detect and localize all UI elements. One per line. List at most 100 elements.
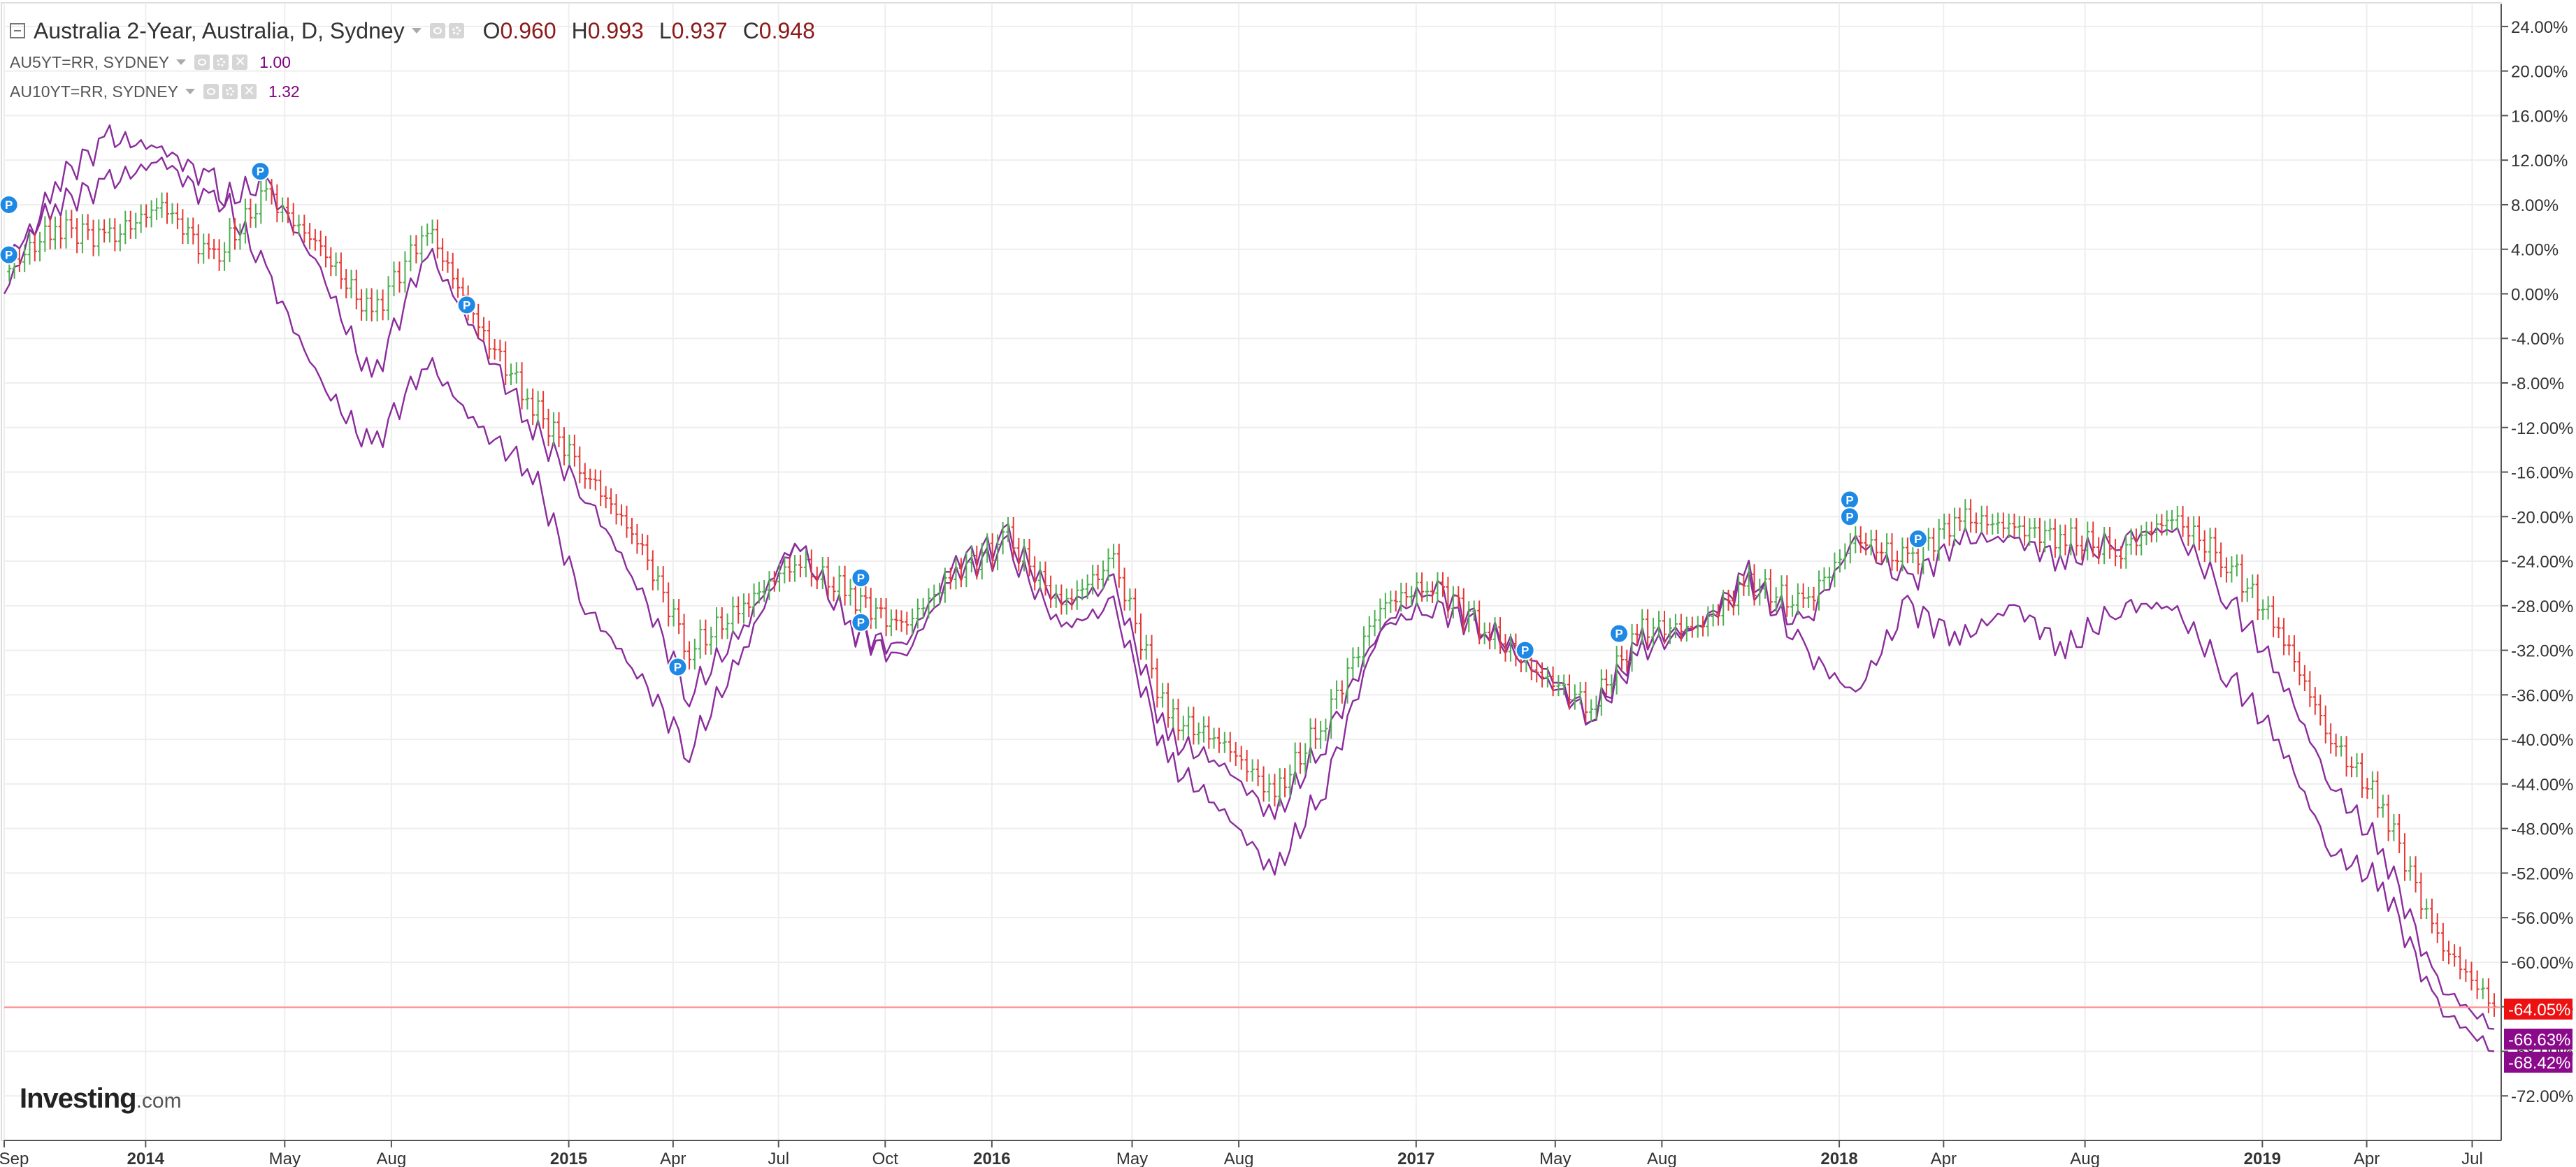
overlay-label[interactable]: AU5YT=RR, SYDNEY: [10, 52, 170, 71]
x-tick-label: 2015: [550, 1150, 587, 1167]
x-tick-label: Jul: [768, 1150, 789, 1167]
last-value-label: -64.05%: [2508, 1001, 2570, 1020]
event-marker-icon[interactable]: [1609, 623, 1629, 644]
event-marker-icon[interactable]: [1515, 640, 1535, 660]
x-tick-label: May: [269, 1150, 301, 1167]
x-tick-label: 2017: [1397, 1150, 1434, 1167]
investing-logo: Investing .com: [20, 1083, 182, 1115]
x-tick-label: 2018: [1820, 1150, 1857, 1167]
event-marker-icon[interactable]: [851, 612, 871, 632]
close-label: C: [742, 17, 759, 43]
eye-icon[interactable]: [429, 23, 445, 38]
gear-icon[interactable]: [448, 23, 464, 38]
y-tick-label: 0.00%: [2511, 285, 2559, 304]
x-tick-label: Apr: [1931, 1150, 1957, 1167]
close-icon[interactable]: [240, 80, 257, 101]
event-marker-label: P: [1845, 493, 1853, 507]
x-tick-label: Aug: [1224, 1150, 1254, 1167]
event-marker-label: P: [5, 249, 13, 262]
series-line: [3, 124, 2495, 1052]
chevron-down-icon[interactable]: [411, 28, 422, 34]
event-marker-label: P: [1914, 532, 1922, 546]
x-tick-label: 2016: [973, 1150, 1010, 1167]
event-marker-label: P: [1845, 510, 1853, 523]
y-tick-label: -56.00%: [2511, 909, 2573, 928]
low-label: L: [659, 17, 672, 43]
x-tick-label: Apr: [660, 1150, 686, 1167]
x-tick-label: Aug: [377, 1150, 407, 1167]
x-tick-label: Aug: [1647, 1150, 1677, 1167]
last-value-label: -66.63%: [2508, 1031, 2570, 1050]
event-marker-icon[interactable]: [250, 161, 271, 182]
open-label: O: [482, 17, 501, 43]
event-marker-label: P: [857, 616, 865, 630]
chart-legend: Australia 2-Year, Australia, D, Sydney O…: [10, 14, 815, 106]
overlay-legend-au5y: AU5YT=RR, SYDNEY 1.00: [10, 48, 815, 77]
x-tick-label: Jul: [2461, 1150, 2483, 1167]
event-marker-icon[interactable]: [0, 194, 19, 215]
low-value: 0.937: [671, 17, 728, 43]
x-tick-label: 2014: [127, 1150, 165, 1167]
y-tick-label: -16.00%: [2511, 464, 2573, 483]
overlay-label[interactable]: AU10YT=RR, SYDNEY: [10, 82, 178, 101]
y-tick-label: 16.00%: [2511, 107, 2568, 126]
x-tick-label: Apr: [2354, 1150, 2380, 1167]
logo-brand: Investing: [20, 1083, 137, 1114]
y-tick-label: -28.00%: [2511, 597, 2573, 616]
event-marker-icon[interactable]: [1908, 529, 1928, 549]
y-tick-label: 8.00%: [2511, 196, 2559, 215]
x-tick-label: May: [1116, 1150, 1148, 1167]
last-value-badge: [2504, 999, 2573, 1020]
y-tick-label: -44.00%: [2511, 776, 2573, 795]
y-tick-label: -36.00%: [2511, 686, 2573, 705]
event-marker-icon[interactable]: [668, 657, 688, 677]
last-value-label: -68.42%: [2508, 1054, 2570, 1073]
x-tick-label: Aug: [2070, 1150, 2100, 1167]
event-marker-label: P: [463, 298, 470, 312]
y-tick-label: -32.00%: [2511, 642, 2573, 661]
x-tick-label: 2019: [2244, 1150, 2281, 1167]
overlay-value: 1.32: [268, 82, 300, 101]
high-label: H: [571, 17, 588, 43]
y-tick-label: 20.00%: [2511, 63, 2568, 82]
instrument-title[interactable]: Australia 2-Year, Australia, D, Sydney: [34, 17, 405, 43]
event-marker-label: P: [5, 198, 13, 212]
logo-suffix: .com: [136, 1089, 182, 1112]
gear-icon[interactable]: [222, 84, 238, 99]
event-marker-label: P: [257, 165, 264, 178]
eye-icon[interactable]: [203, 84, 219, 99]
x-tick-label: May: [1539, 1150, 1571, 1167]
event-marker-icon[interactable]: [851, 567, 871, 588]
event-marker-label: P: [674, 661, 682, 674]
y-tick-label: -24.00%: [2511, 553, 2573, 572]
event-marker-icon[interactable]: [0, 245, 19, 265]
eye-icon[interactable]: [194, 55, 210, 70]
event-marker-icon[interactable]: [1839, 507, 1859, 527]
y-tick-label: -48.00%: [2511, 820, 2573, 839]
event-marker-icon[interactable]: [456, 295, 477, 315]
close-icon[interactable]: [232, 50, 248, 72]
y-tick-label: -12.00%: [2511, 419, 2573, 438]
y-tick-label: 12.00%: [2511, 152, 2568, 171]
gear-icon[interactable]: [213, 55, 229, 70]
chevron-down-icon[interactable]: [176, 59, 187, 65]
overlay-value: 1.00: [259, 52, 291, 71]
open-value: 0.960: [500, 17, 556, 43]
last-value-badge: [2504, 1052, 2573, 1073]
chevron-down-icon[interactable]: [185, 89, 195, 94]
y-tick-label: -52.00%: [2511, 864, 2573, 883]
main-series-legend: Australia 2-Year, Australia, D, Sydney O…: [10, 14, 815, 48]
y-tick-label: -60.00%: [2511, 954, 2573, 973]
last-value-badge: [2504, 1029, 2573, 1050]
y-tick-label: -72.00%: [2511, 1087, 2573, 1106]
event-marker-label: P: [857, 572, 865, 585]
overlay-legend-au10y: AU10YT=RR, SYDNEY 1.32: [10, 77, 815, 106]
x-tick-label: Sep: [0, 1150, 29, 1167]
collapse-legend-button[interactable]: [10, 23, 25, 38]
y-tick-label: 24.00%: [2511, 18, 2568, 37]
x-tick-label: Oct: [872, 1150, 899, 1167]
event-marker-label: P: [1521, 644, 1529, 658]
y-tick-label: 4.00%: [2511, 241, 2559, 260]
